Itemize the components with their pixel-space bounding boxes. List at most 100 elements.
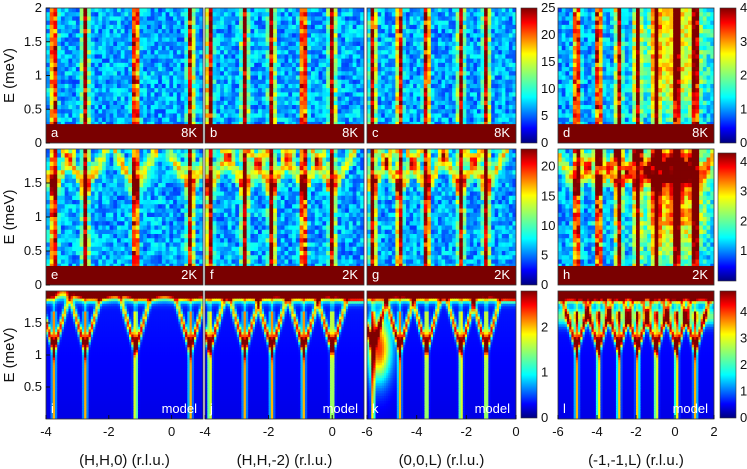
panel-h: h 2K — [557, 148, 715, 286]
colorbar-gradient — [520, 7, 538, 144]
colorbar-gradient — [719, 7, 737, 144]
colorbar-tick-label: 20 — [740, 213, 747, 228]
panel-frame — [204, 148, 365, 286]
panel-letter: i — [51, 401, 54, 416]
y-tick-label: 0.5 — [24, 243, 42, 258]
panel-letter: b — [210, 125, 217, 140]
colorbar-tick-label: 5 — [541, 247, 548, 262]
panel-g-map — [367, 149, 516, 285]
panel-f: f 2K — [204, 148, 365, 286]
panel-frame — [366, 148, 517, 286]
x-tick-label: -4 — [199, 424, 211, 439]
panel-c-map — [367, 8, 516, 143]
panel-f-map — [205, 149, 364, 285]
elastic-band — [367, 265, 516, 285]
colorbar-tick-label: 2 — [541, 319, 548, 334]
colorbar-tick-label: 20 — [541, 159, 555, 174]
colorbar-tick-label: 0 — [541, 277, 548, 292]
colorbar-tick-label: 5 — [541, 108, 548, 123]
panel-tag: 8K — [342, 125, 358, 140]
panel-tag: 2K — [692, 267, 708, 282]
y-tick-label: 0.5 — [24, 101, 42, 116]
colorbar-gradient — [719, 290, 737, 419]
panel-g: g 2K — [366, 148, 517, 286]
x-axis-k: -6 -4 -2 0 (0,0,L) (r.l.u.) — [361, 415, 520, 469]
panel-letter: h — [563, 267, 570, 282]
panel-tag: 8K — [181, 125, 197, 140]
colorbar-tick-label: 15 — [541, 188, 555, 203]
x-tick-label: 0 — [329, 424, 336, 439]
y-tick-label: 1.5 — [24, 315, 42, 330]
colorbar-tick-label: 2 — [740, 357, 747, 372]
panel-letter: d — [563, 125, 570, 140]
colorbar-tick-label: 30 — [740, 184, 747, 199]
panel-tag: model — [673, 401, 709, 416]
panel-c: c 8K — [366, 7, 517, 144]
panel-frame — [366, 290, 517, 420]
elastic-band — [205, 265, 364, 285]
y-tick-label: 1 — [35, 347, 42, 362]
colorbar: 40 30 20 10 0 — [719, 0, 747, 150]
y-tick-label: 1.5 — [24, 175, 42, 190]
x-tick-label: -4 — [411, 424, 423, 439]
colorbar: 20 15 10 5 0 — [520, 148, 555, 292]
colorbar: 2 1 0 — [520, 290, 548, 425]
colorbar-tick-label: 3 — [740, 331, 747, 346]
colorbar: 25 20 15 10 5 0 — [520, 0, 555, 150]
y-axis-row-3: 1.5 1 0.5 E (meV) — [1, 315, 50, 394]
elastic-band — [367, 124, 516, 143]
x-axis-label: (H,H,0) (r.l.u.) — [79, 452, 170, 469]
y-tick-label: 1 — [35, 209, 42, 224]
colorbar-tick-label: 40 — [740, 0, 747, 15]
x-axis-label: (H,H,-2) (r.l.u.) — [237, 452, 333, 469]
colorbar-tick-label: 0 — [541, 410, 548, 425]
x-tick-label: -2 — [630, 424, 642, 439]
panel-k: k model — [366, 290, 517, 420]
panel-d-map — [558, 8, 714, 143]
elastic-band — [558, 124, 714, 143]
y-axis-row-1: 2 1.5 1 0.5 0 E (meV) — [1, 0, 50, 150]
panel-frame — [557, 7, 715, 144]
y-tick-label: 2 — [35, 0, 42, 15]
colorbar-tick-label: 4 — [740, 304, 747, 319]
x-tick-label: 0 — [512, 424, 519, 439]
colorbar-tick-label: 10 — [740, 243, 747, 258]
panel-b: b 8K — [204, 7, 365, 144]
colorbar-gradient — [520, 148, 538, 286]
x-tick-label: 0 — [168, 424, 175, 439]
y-tick-label: 1 — [35, 68, 42, 83]
panel-letter: c — [372, 125, 379, 140]
panel-d: d 8K — [557, 7, 715, 144]
y-tick-label: 0 — [35, 135, 42, 150]
colorbar-tick-label: 20 — [541, 27, 555, 42]
panel-letter: j — [209, 401, 213, 416]
y-tick-label: 0 — [35, 277, 42, 292]
panel-j-map — [205, 291, 364, 419]
panel-letter: k — [372, 401, 379, 416]
x-axis-label: (-1,-1,L) (r.l.u.) — [588, 452, 684, 469]
elastic-band — [46, 124, 203, 143]
panel-letter: f — [210, 267, 214, 282]
colorbar-gradient — [717, 152, 737, 282]
panel-tag: 2K — [342, 267, 358, 282]
panel-i-map — [46, 291, 203, 419]
x-tick-label: -4 — [591, 424, 603, 439]
x-tick-label: -6 — [361, 424, 373, 439]
colorbar-tick-label: 0 — [740, 135, 747, 150]
panel-layer: a 8K b 8K c 8K d 8Ke 2K f 2K g 2K h 2Ki model j model k mod… — [45, 7, 715, 420]
panel-i: i model — [45, 290, 204, 420]
colorbar-tick-label: 1 — [740, 384, 747, 399]
x-tick-label: -2 — [461, 424, 473, 439]
panel-letter: l — [563, 401, 566, 416]
colorbar-tick-label: 10 — [541, 81, 555, 96]
colorbar-tick-label: 0 — [541, 135, 548, 150]
x-axis-l: -6 -4 -2 0 2 (-1,-1,L) (r.l.u.) — [552, 415, 718, 469]
x-tick-label: -2 — [263, 424, 275, 439]
elastic-band — [46, 265, 203, 285]
panel-frame — [366, 7, 517, 144]
panel-tag: 2K — [181, 267, 197, 282]
y-axis-row-2: 1.5 1 0.5 0 E (meV) — [1, 175, 50, 292]
y-tick-label: 1.5 — [24, 34, 42, 49]
panel-l: l model — [557, 290, 715, 420]
